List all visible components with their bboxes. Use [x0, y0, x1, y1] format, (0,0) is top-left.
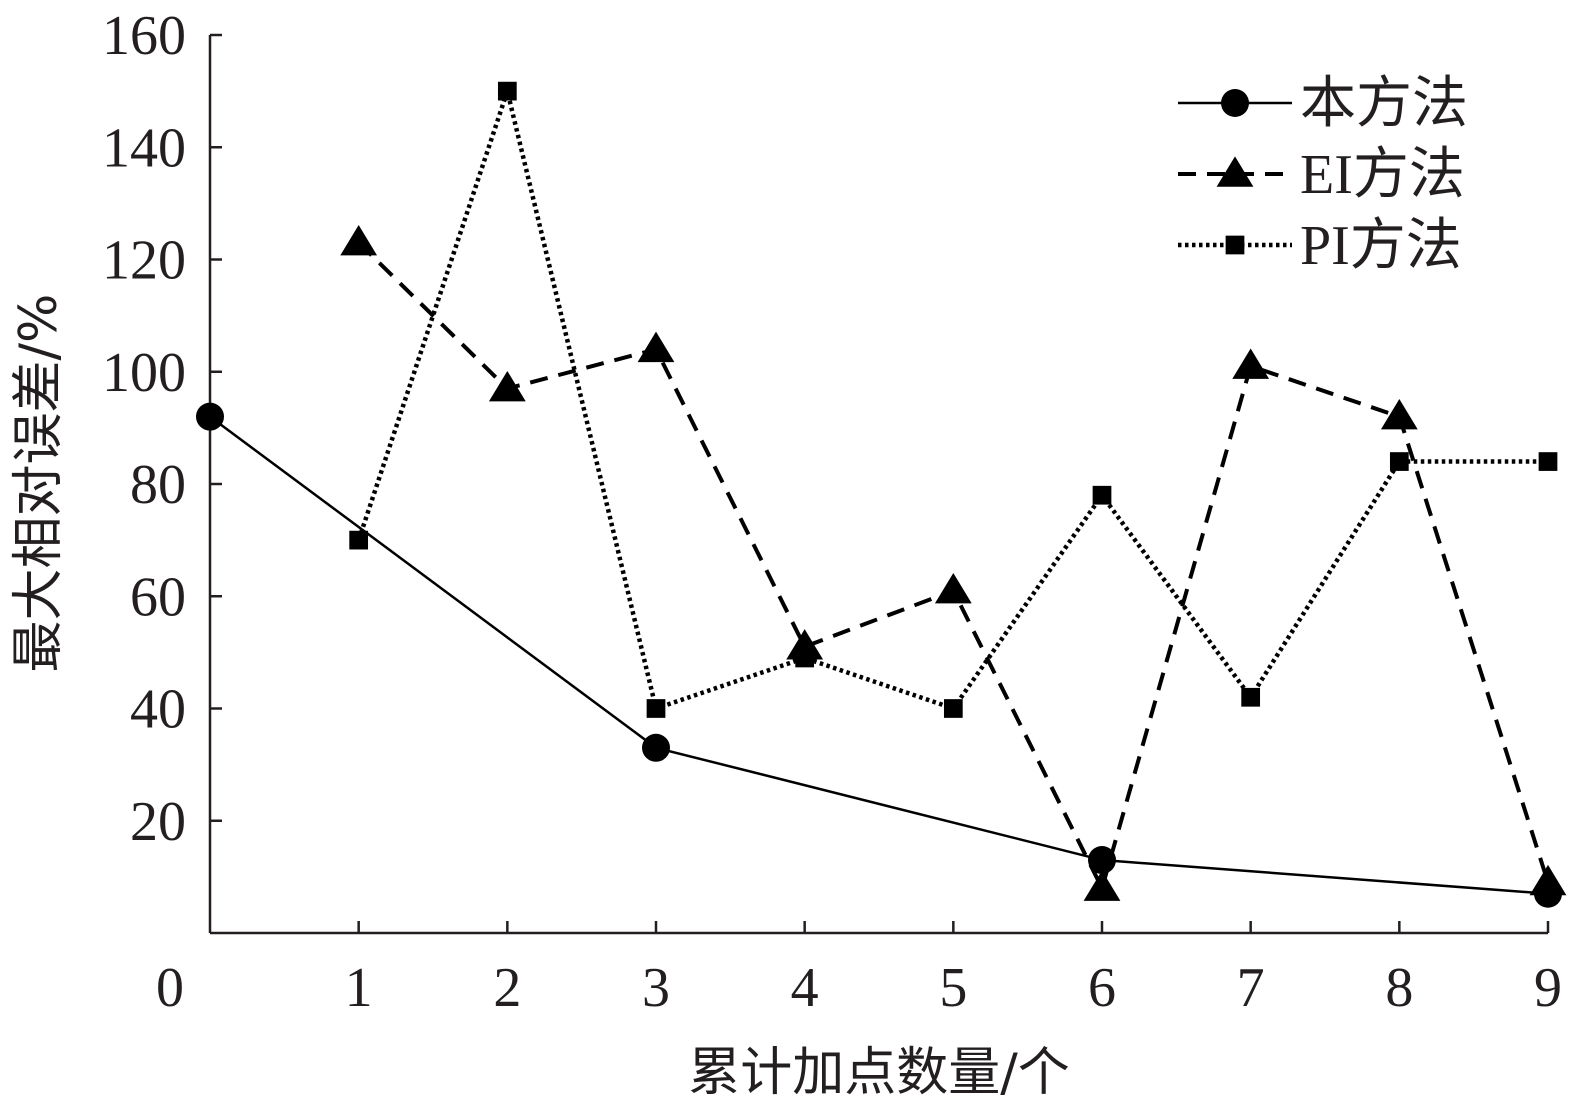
marker-triangle [1380, 399, 1418, 430]
x-tick-label: 9 [1534, 957, 1562, 1019]
x-tick-label: 4 [791, 957, 819, 1019]
legend-item: 本方法 [1178, 73, 1468, 135]
x-tick-label: 3 [642, 957, 670, 1019]
x-tick-label: 2 [493, 957, 521, 1019]
marker-circle [1088, 846, 1116, 875]
legend-label: 本方法 [1300, 73, 1468, 135]
marker-square [943, 699, 963, 718]
x-tick-label: 6 [1088, 957, 1116, 1019]
series-2 [340, 225, 1567, 901]
legend-item: EI方法 [1178, 144, 1465, 206]
marker-circle [196, 402, 224, 431]
legend-label: PI方法 [1300, 215, 1462, 277]
marker-square [1092, 485, 1112, 505]
legend: 本方法 EI方法 PI方法 [1178, 73, 1468, 277]
series-1 [196, 402, 1562, 908]
marker-triangle [1216, 156, 1254, 187]
marker-square [1538, 452, 1558, 471]
x-tick-label: 7 [1237, 957, 1265, 1019]
axes: 20 40 60 80 100 120 140 160 0 1 2 3 4 5 6 7 8 9 [102, 5, 1562, 1019]
marker-triangle [637, 331, 675, 363]
series-line [209, 415, 1549, 895]
y-axis-title: 最大相对误差/% [9, 294, 69, 673]
series-line [357, 241, 1550, 894]
x-axis-title: 累计加点数量/个 [688, 1043, 1070, 1103]
marker-triangle [1232, 348, 1270, 379]
marker-square [646, 699, 666, 718]
y-tick-label: 160 [102, 5, 186, 67]
x-tick-label: 5 [939, 957, 967, 1019]
x-tick-label: 8 [1385, 957, 1413, 1019]
marker-square [795, 648, 815, 668]
marker-circle [642, 733, 670, 762]
marker-square [1225, 235, 1245, 255]
y-tick-label: 20 [130, 791, 186, 853]
marker-square [1241, 687, 1261, 707]
series-3 [349, 81, 1558, 718]
marker-square [497, 81, 517, 101]
legend-item: PI方法 [1178, 215, 1462, 277]
y-tick-label: 120 [102, 230, 186, 292]
marker-square [349, 530, 369, 550]
legend-label: EI方法 [1300, 144, 1465, 206]
x-tick-label: 1 [345, 957, 373, 1019]
marker-triangle [340, 225, 378, 256]
marker-triangle [934, 573, 972, 604]
marker-square [1389, 452, 1409, 471]
marker-circle [1221, 89, 1249, 117]
y-tick-label: 60 [130, 566, 186, 628]
y-tick-label: 40 [130, 679, 186, 741]
y-tick-label: 100 [102, 342, 186, 404]
y-tick-label: 80 [130, 454, 186, 516]
series-layer [196, 81, 1567, 908]
y-tick-label: 140 [102, 117, 186, 179]
x-tick-label: 0 [156, 957, 184, 1019]
marker-triangle [488, 370, 526, 402]
marker-triangle [1529, 864, 1567, 896]
marker-triangle [1083, 870, 1121, 901]
